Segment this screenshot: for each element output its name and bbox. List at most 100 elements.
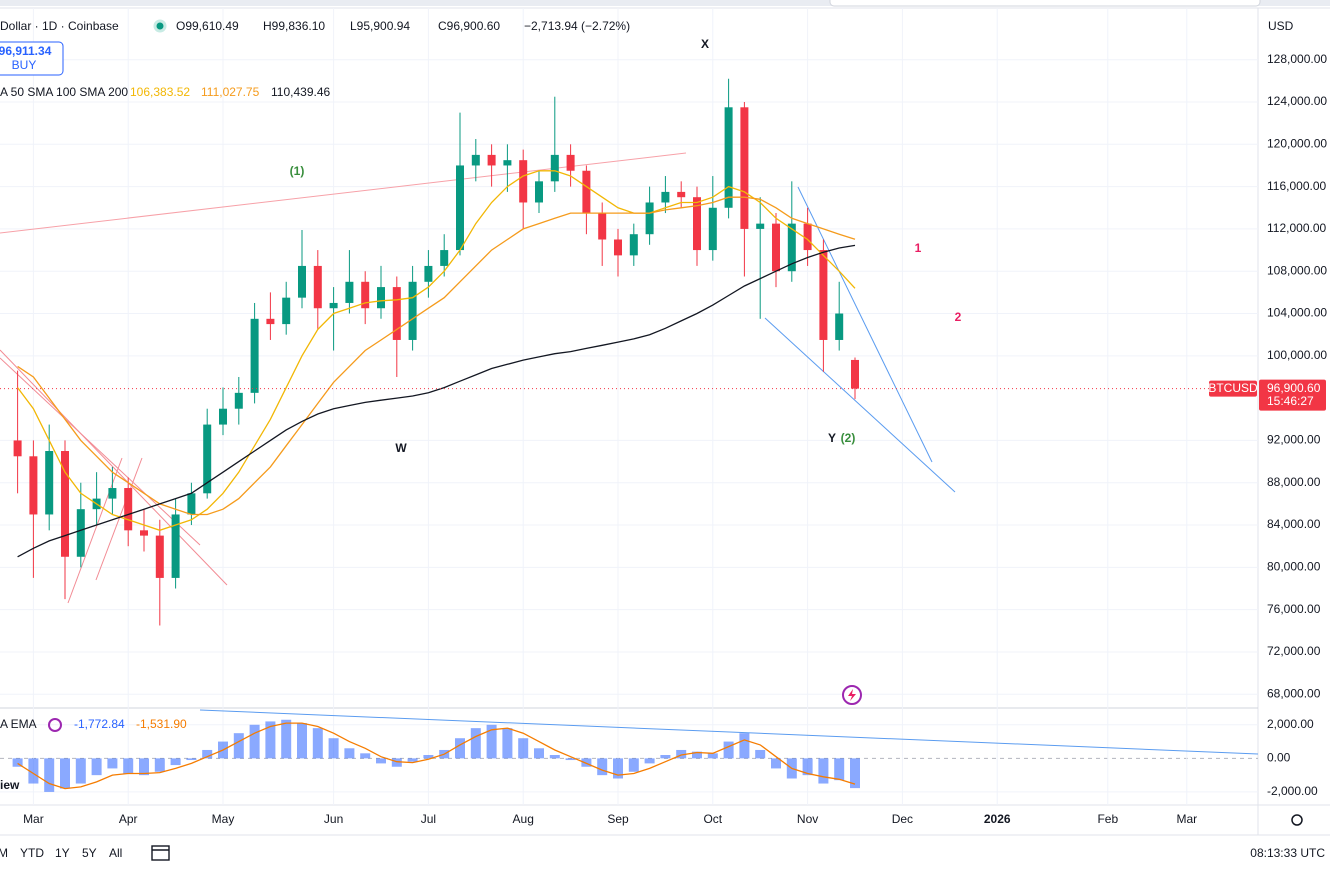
candle-body <box>361 281 370 309</box>
histogram-bar <box>407 758 418 762</box>
ma-legend: A 50 SMA 100 SMA 200 <box>0 85 128 99</box>
range-button[interactable]: 5Y <box>82 846 97 860</box>
candle-body <box>487 154 496 166</box>
candle-body <box>629 234 638 256</box>
candle-body <box>155 535 164 578</box>
buy-box[interactable] <box>0 41 64 76</box>
histogram-bar <box>12 758 23 767</box>
histogram-bar <box>249 724 260 759</box>
market-status <box>153 19 167 33</box>
x-tick-label: Aug <box>513 812 534 826</box>
candle-body <box>693 197 701 251</box>
trend-line <box>95 457 143 581</box>
histogram-bar <box>597 758 608 776</box>
buy-button[interactable]: 96,911.34 BUY <box>0 41 64 76</box>
trend-line <box>67 457 123 604</box>
trend-line <box>199 709 1259 755</box>
marks <box>0 78 1258 792</box>
histogram-bar <box>139 758 149 776</box>
indicator-legend: A EMA <box>0 717 37 731</box>
candle-body <box>234 392 243 409</box>
indicator-value: -1,531.90 <box>136 717 187 731</box>
candle-body <box>29 456 38 515</box>
candle-body <box>76 509 85 557</box>
candle-body <box>819 250 828 340</box>
trend-line <box>797 186 933 463</box>
y-tick-label: 104,000.00 <box>1267 306 1327 320</box>
top-panel <box>829 0 1261 7</box>
moving-average <box>17 244 856 558</box>
buy-price[interactable]: 96,911.34 <box>0 44 52 58</box>
signal-line <box>17 722 856 790</box>
candle-body <box>329 302 338 309</box>
candle-body <box>677 191 686 198</box>
y-tick-label: 84,000.00 <box>1267 517 1321 531</box>
ohlc-open: O99,610.49 <box>176 19 239 33</box>
indicator-icon <box>48 718 62 732</box>
candle-body <box>503 160 512 166</box>
candle-body <box>598 213 607 240</box>
date-range-button[interactable] <box>151 845 170 861</box>
y-tick-label: 68,000.00 <box>1267 686 1321 700</box>
histogram-bar <box>297 723 307 759</box>
x-tick-label: Dec <box>892 812 913 826</box>
range-button[interactable]: All <box>109 846 122 860</box>
candle-body <box>140 530 148 536</box>
buy-label[interactable]: BUY <box>12 58 37 72</box>
trend-line <box>0 357 201 546</box>
wave-label: 2 <box>955 310 962 324</box>
y-tick-label: 88,000.00 <box>1267 475 1321 489</box>
histogram-bar <box>707 753 718 759</box>
histogram-bar <box>91 758 102 776</box>
range-button[interactable]: M <box>0 846 8 860</box>
candle-body <box>740 107 749 229</box>
wave-label: (1) <box>290 164 305 178</box>
histogram-bar <box>723 741 734 759</box>
candle-body <box>772 223 780 272</box>
top-bar <box>0 0 1330 6</box>
candle-body <box>345 281 354 303</box>
y-tick-label: 116,000.00 <box>1267 179 1326 193</box>
header: Dollar · 1D · Coinbase O99,610.49 H99,83… <box>0 19 1303 826</box>
candle-body <box>851 359 859 389</box>
histogram-bar <box>676 749 687 759</box>
histogram-bar <box>502 728 513 759</box>
histogram-bar <box>28 758 39 784</box>
settings-button[interactable] <box>1291 814 1303 826</box>
candle-body <box>614 239 622 256</box>
watermark: iew <box>0 778 20 792</box>
currency: USD <box>1268 19 1294 33</box>
range-button[interactable]: 1Y <box>55 846 70 860</box>
wave-label: X <box>701 37 709 51</box>
range-button[interactable]: YTD <box>20 846 44 860</box>
candle-body <box>108 488 117 499</box>
histogram-bar <box>423 755 434 759</box>
ohlc-low: L95,900.94 <box>350 19 410 33</box>
price-tag <box>1259 379 1326 411</box>
ohlc-change: −2,713.94 (−2.72%) <box>524 19 630 33</box>
histogram-bar <box>265 721 276 759</box>
candle-body <box>250 318 259 393</box>
histogram-bar <box>328 738 339 759</box>
symbol-tag-label: BTCUSD <box>1208 381 1258 395</box>
assistant-bolt[interactable] <box>848 689 856 701</box>
candle-body <box>708 207 717 251</box>
indicator-tick-label: 2,000.00 <box>1267 717 1314 731</box>
symbol-title: Dollar · 1D · Coinbase <box>0 19 119 33</box>
y-tick-label: 108,000.00 <box>1267 263 1327 277</box>
candle-body <box>298 265 306 298</box>
histogram-bar <box>376 758 386 764</box>
histogram-bar <box>692 751 702 759</box>
candle-body <box>519 160 528 203</box>
y-tick-label: 112,000.00 <box>1267 221 1326 235</box>
ma-value: 110,439.46 <box>271 85 330 99</box>
calendar-icon[interactable] <box>151 845 170 861</box>
assistant-icon[interactable] <box>842 685 862 705</box>
y-tick-label: 128,000.00 <box>1267 52 1327 66</box>
histogram-bar <box>233 733 244 759</box>
settings-icon[interactable] <box>1291 814 1303 826</box>
candle-body <box>392 287 401 340</box>
histogram-bar <box>123 758 134 774</box>
